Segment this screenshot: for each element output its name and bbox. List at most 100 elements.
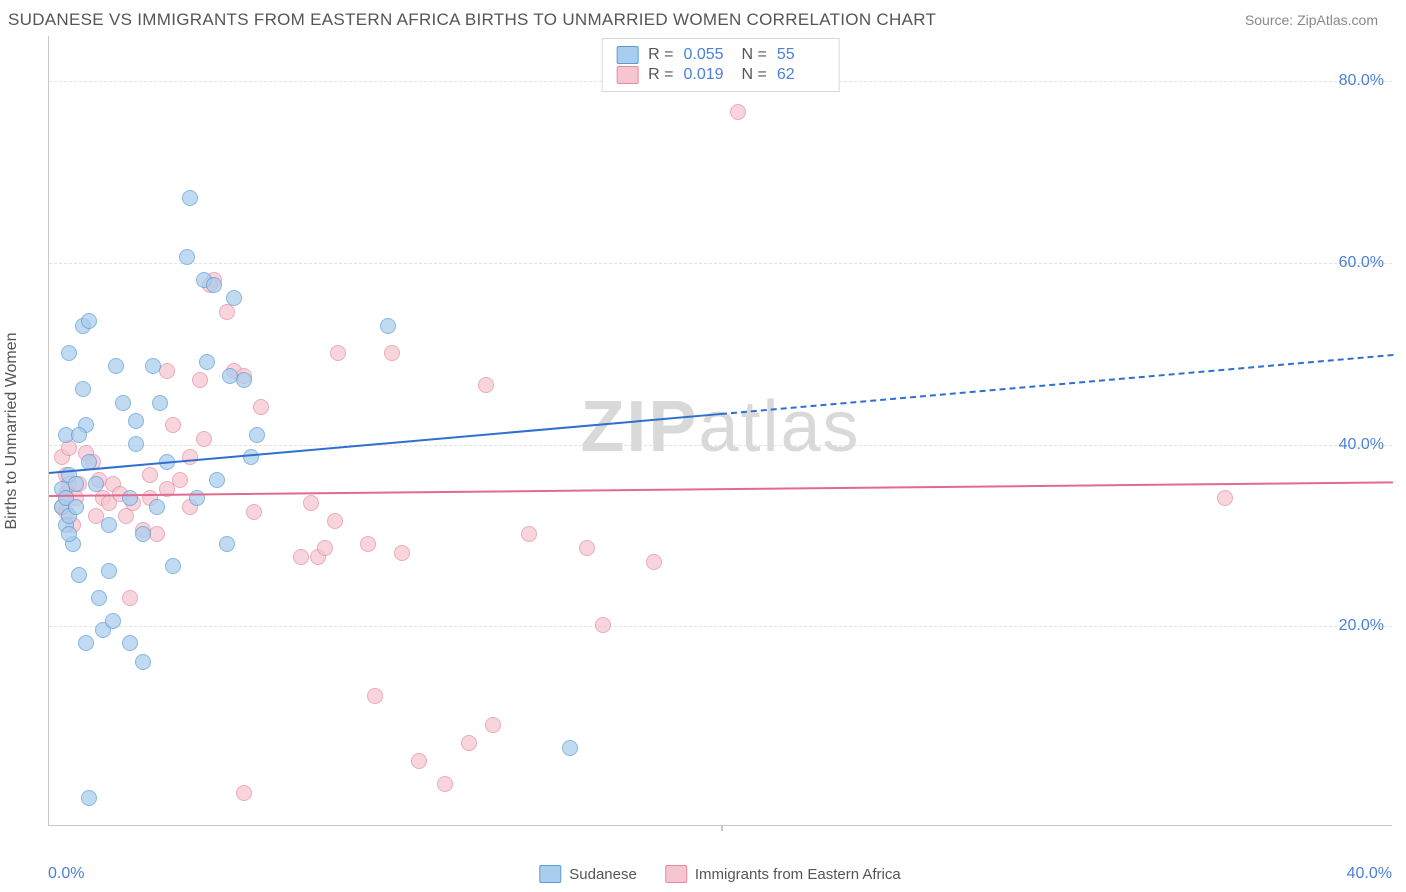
point-pink <box>1217 490 1233 506</box>
point-blue <box>115 395 131 411</box>
r-label: R = <box>648 66 673 84</box>
point-blue <box>243 449 259 465</box>
point-pink <box>317 540 333 556</box>
point-pink <box>118 508 134 524</box>
stats-row: R =0.019N =62 <box>616 65 825 85</box>
point-pink <box>196 431 212 447</box>
point-blue <box>91 590 107 606</box>
gridline <box>49 263 1392 264</box>
plot-region: ZIPatlas R =0.055N =55R =0.019N =62 20.0… <box>48 36 1392 826</box>
point-blue <box>149 499 165 515</box>
point-pink <box>293 549 309 565</box>
watermark: ZIPatlas <box>580 385 860 467</box>
point-blue <box>78 635 94 651</box>
point-blue <box>81 313 97 329</box>
point-pink <box>394 545 410 561</box>
ytick-label: 20.0% <box>1339 617 1384 635</box>
legend-item: Sudanese <box>539 865 637 883</box>
stats-row: R = 0.055 N = 55 <box>616 45 825 65</box>
point-pink <box>219 304 235 320</box>
xtick-minor <box>721 825 723 831</box>
point-pink <box>478 377 494 393</box>
point-pink <box>485 717 501 733</box>
point-pink <box>730 104 746 120</box>
chart-title: SUDANESE VS IMMIGRANTS FROM EASTERN AFRI… <box>8 10 936 30</box>
point-blue <box>71 427 87 443</box>
n-value: 62 <box>777 66 825 84</box>
point-blue <box>101 517 117 533</box>
point-pink <box>437 776 453 792</box>
gridline <box>49 626 1392 627</box>
point-blue <box>219 536 235 552</box>
source-label: Source: ZipAtlas.com <box>1245 12 1378 28</box>
point-pink <box>236 785 252 801</box>
point-pink <box>360 536 376 552</box>
point-blue <box>128 436 144 452</box>
point-pink <box>595 617 611 633</box>
point-blue <box>182 190 198 206</box>
point-blue <box>145 358 161 374</box>
x-axis: 0.0% Sudanese Immigrants from Eastern Afr… <box>48 856 1392 892</box>
point-pink <box>384 345 400 361</box>
point-pink <box>182 449 198 465</box>
point-blue <box>165 558 181 574</box>
point-pink <box>246 504 262 520</box>
point-blue <box>88 476 104 492</box>
point-blue <box>135 654 151 670</box>
gridline <box>49 445 1392 446</box>
trend-pink <box>49 481 1393 497</box>
point-blue <box>209 472 225 488</box>
n-value: 55 <box>777 46 825 64</box>
stats-swatch <box>616 46 638 64</box>
legend-label: Sudanese <box>569 866 637 883</box>
xtick-max: 40.0% <box>1347 865 1392 883</box>
point-blue <box>81 790 97 806</box>
point-blue <box>199 354 215 370</box>
legend-item: Immigrants from Eastern Africa <box>665 865 901 883</box>
point-blue <box>61 526 77 542</box>
point-pink <box>646 554 662 570</box>
point-blue <box>61 345 77 361</box>
ytick-label: 60.0% <box>1339 254 1384 272</box>
point-pink <box>579 540 595 556</box>
r-value: 0.055 <box>684 46 732 64</box>
point-pink <box>142 467 158 483</box>
point-blue <box>68 499 84 515</box>
point-blue <box>222 368 238 384</box>
point-pink <box>367 688 383 704</box>
point-blue <box>105 613 121 629</box>
n-label: N = <box>742 46 767 64</box>
point-blue <box>206 277 222 293</box>
point-blue <box>380 318 396 334</box>
chart-area: Births to Unmarried Women ZIPatlas R =0.… <box>48 36 1392 826</box>
point-pink <box>172 472 188 488</box>
point-blue <box>135 526 151 542</box>
point-pink <box>165 417 181 433</box>
legend-label: Immigrants from Eastern Africa <box>695 866 901 883</box>
point-pink <box>61 440 77 456</box>
xtick-min: 0.0% <box>48 865 84 883</box>
stats-legend-box: R =0.055N =55R =0.019N =62 <box>601 38 840 92</box>
ytick-label: 40.0% <box>1339 436 1384 454</box>
point-pink <box>303 495 319 511</box>
point-blue <box>122 490 138 506</box>
point-pink <box>330 345 346 361</box>
series-legend: Sudanese Immigrants from Eastern Africa <box>539 865 900 883</box>
trend-blue-solid <box>49 413 721 474</box>
point-blue <box>249 427 265 443</box>
stats-swatch <box>616 66 638 84</box>
ytick-label: 80.0% <box>1339 72 1384 90</box>
point-blue <box>179 249 195 265</box>
point-blue <box>152 395 168 411</box>
point-blue <box>101 563 117 579</box>
point-blue <box>562 740 578 756</box>
point-pink <box>411 753 427 769</box>
legend-swatch <box>539 865 561 883</box>
r-label: R = <box>648 46 673 64</box>
point-pink <box>253 399 269 415</box>
point-pink <box>521 526 537 542</box>
point-pink <box>122 590 138 606</box>
point-blue <box>122 635 138 651</box>
n-label: N = <box>742 66 767 84</box>
point-blue <box>226 290 242 306</box>
